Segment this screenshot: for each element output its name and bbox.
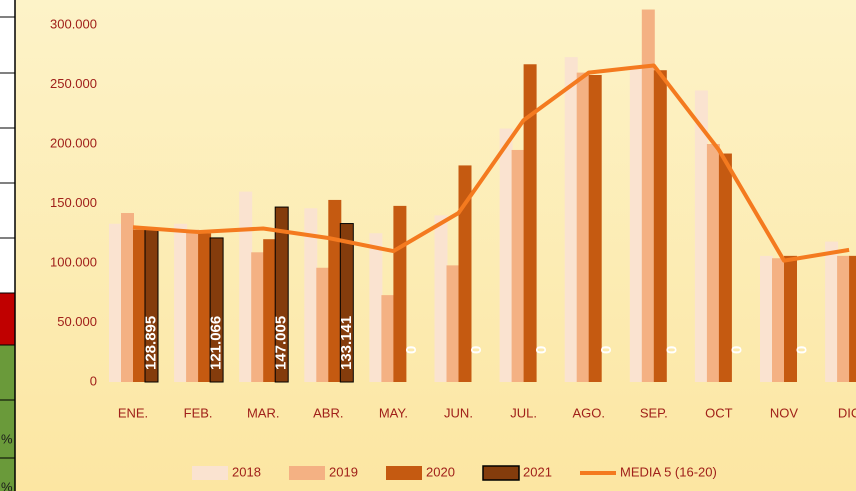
value-label: 0 (728, 346, 745, 354)
x-tick-label: ENE. (118, 405, 148, 420)
bar (772, 258, 785, 382)
bar (499, 128, 513, 382)
bar (694, 90, 708, 382)
bar (629, 66, 643, 383)
legend-label: MEDIA 5 (16-20) (620, 464, 717, 479)
value-label: 128.895 (142, 316, 159, 370)
bar (825, 241, 839, 382)
side-table: % % (0, 0, 16, 491)
y-tick-label: 150.000 (50, 195, 97, 210)
bar (186, 229, 200, 382)
x-tick-label: JUL. (510, 405, 537, 420)
y-tick-label: 300.000 (50, 16, 97, 31)
legend-label: 2021 (523, 464, 552, 479)
side-cell (0, 0, 15, 293)
legend-label: 2019 (329, 464, 358, 479)
bar (523, 64, 537, 383)
legend-label: 2018 (232, 464, 261, 479)
bar (446, 265, 460, 382)
value-label: 0 (663, 346, 680, 354)
value-label: 0 (793, 346, 810, 354)
bar (718, 153, 732, 382)
bar (564, 57, 578, 382)
x-tick-label: MAR. (247, 405, 280, 420)
x-tick-label: DIC (838, 405, 856, 420)
side-cell (0, 293, 15, 345)
bar (251, 252, 265, 382)
bar (849, 255, 856, 382)
legend-swatch (192, 466, 228, 480)
value-label: 121.066 (208, 316, 225, 370)
x-tick-label: NOV (770, 405, 799, 420)
bar (133, 229, 146, 382)
bar (209, 237, 224, 383)
value-label: 0 (533, 346, 550, 354)
bar (274, 206, 289, 383)
y-tick-label: 250.000 (50, 76, 97, 91)
bar (174, 223, 188, 382)
bar (304, 208, 318, 382)
x-tick-label: OCT (705, 405, 733, 420)
legend-swatch (289, 466, 325, 480)
side-label: % (1, 479, 13, 491)
value-label: 0 (403, 346, 420, 354)
bar (576, 72, 590, 382)
bar (109, 223, 122, 382)
x-tick-label: ABR. (313, 405, 343, 420)
x-tick-label: FEB. (184, 405, 213, 420)
y-tick-label: 0 (90, 373, 97, 388)
side-cell (0, 345, 15, 491)
y-tick-label: 200.000 (50, 135, 97, 150)
x-tick-label: SEP. (640, 405, 668, 420)
bar (328, 199, 342, 382)
x-tick-label: MAY. (379, 405, 408, 420)
value-label: 133.141 (338, 316, 355, 370)
bar (198, 233, 212, 382)
bar (458, 165, 472, 382)
bar (641, 9, 655, 383)
value-label: 0 (468, 346, 485, 354)
bar (381, 295, 395, 382)
bar (760, 255, 773, 382)
value-label: 0 (598, 346, 615, 354)
line (132, 63, 850, 263)
bar (369, 233, 383, 382)
bar (784, 255, 797, 382)
legend-swatch (386, 466, 422, 480)
legend-swatch (482, 465, 520, 481)
legend-label: 2020 (426, 464, 455, 479)
bar (653, 70, 667, 382)
y-tick-label: 100.000 (50, 254, 97, 269)
x-tick-label: JUN. (444, 405, 473, 420)
bar (316, 267, 330, 382)
bar (588, 74, 602, 382)
bar (121, 213, 134, 382)
bar (706, 144, 720, 382)
y-tick-label: 50.000 (57, 314, 97, 329)
side-label: % (1, 431, 13, 446)
bar (511, 149, 525, 382)
value-label: 147.005 (273, 316, 290, 370)
bar (434, 215, 448, 382)
x-tick-label: AGO. (572, 405, 605, 420)
bar (263, 239, 277, 382)
bar (239, 191, 253, 382)
bar (837, 255, 851, 382)
bar (339, 223, 354, 383)
bar (393, 205, 407, 382)
